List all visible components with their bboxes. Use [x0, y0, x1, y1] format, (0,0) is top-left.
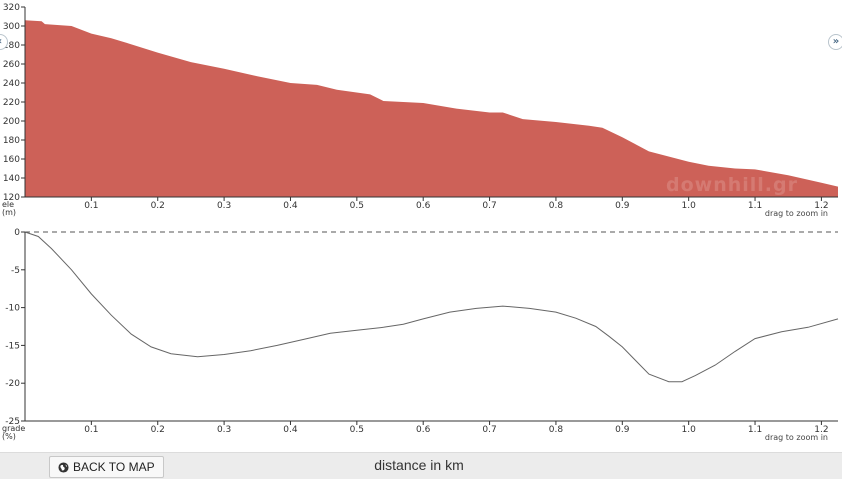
watermark-text: downhill.gr — [666, 174, 798, 196]
expand-right-arrow-icon[interactable]: » — [828, 34, 842, 50]
x-tick-label: 0.3 — [217, 425, 231, 435]
zoom-hint-text: drag to zoom in — [765, 209, 828, 218]
grade-chart[interactable]: 0 -5 -10 -15 -20 -25 0.1 0.2 0.3 0.4 0.5 0.6 0.7 0.8 0… — [2, 228, 839, 442]
elevation-chart[interactable]: 120 140 160 180 200 220 240 260 280 300 320 0.1 0.2 0… — [2, 3, 838, 218]
y-tick-label: -25 — [5, 417, 20, 427]
y-tick-label: 200 — [3, 117, 20, 127]
y-tick-label: 320 — [3, 3, 20, 13]
grade-line — [24, 231, 839, 383]
y-tick-label: 140 — [3, 174, 20, 184]
y-tick-label: 160 — [3, 155, 20, 165]
y-tick-label: 220 — [3, 98, 20, 108]
x-tick-label: 0.8 — [549, 201, 564, 211]
y-tick-label: 240 — [3, 79, 20, 89]
y-axis-label: ele — [2, 200, 14, 209]
globe-icon — [58, 461, 69, 473]
x-tick-label: 1.0 — [682, 425, 697, 435]
y-tick-label: -10 — [5, 304, 20, 314]
x-tick-label: 0.2 — [151, 201, 165, 211]
y-tick-label: 280 — [3, 41, 20, 51]
y-axis-unit: (m) — [2, 208, 16, 217]
x-tick-label: 0.1 — [84, 201, 98, 211]
x-tick-label: 0.7 — [482, 201, 496, 211]
y-tick-label: 0 — [14, 228, 20, 238]
y-tick-label: -20 — [5, 379, 20, 389]
y-tick-label: -15 — [5, 341, 20, 351]
x-tick-label: 0.9 — [615, 201, 630, 211]
y-tick-label: -5 — [11, 266, 20, 276]
y-axis-unit: (%) — [2, 432, 16, 441]
y-axis-label: grade — [2, 424, 25, 433]
x-tick-label: 1.0 — [682, 201, 697, 211]
x-tick-label: 0.1 — [84, 425, 98, 435]
x-tick-label: 1.2 — [814, 425, 828, 435]
x-tick-label: 0.5 — [350, 201, 364, 211]
back-to-map-label: BACK TO MAP — [73, 460, 155, 474]
x-tick-label: 0.4 — [283, 201, 298, 211]
zoom-hint-text: drag to zoom in — [765, 433, 828, 442]
x-tick-label: 1.2 — [814, 201, 828, 211]
x-tick-label: 0.2 — [151, 425, 165, 435]
y-tick-label: 300 — [3, 22, 20, 32]
y-tick-label: 260 — [3, 60, 20, 70]
y-tick-label: 120 — [3, 193, 20, 203]
x-tick-label: 0.9 — [615, 425, 630, 435]
x-tick-label: 0.3 — [217, 201, 231, 211]
x-tick-label: 0.5 — [350, 425, 364, 435]
elevation-area — [25, 20, 838, 197]
x-tick-label: 0.6 — [416, 425, 431, 435]
back-to-map-button[interactable]: BACK TO MAP — [49, 456, 164, 478]
y-tick-label: 180 — [3, 136, 20, 146]
x-tick-label: 0.6 — [416, 201, 431, 211]
x-axis-title: distance in km — [374, 457, 464, 473]
x-tick-label: 0.8 — [549, 425, 564, 435]
x-tick-label: 0.4 — [283, 425, 298, 435]
x-tick-label: 1.1 — [748, 201, 762, 211]
x-tick-label: 1.1 — [748, 425, 762, 435]
x-tick-label: 0.7 — [482, 425, 496, 435]
footer-bar: BACK TO MAP distance in km — [0, 452, 842, 479]
